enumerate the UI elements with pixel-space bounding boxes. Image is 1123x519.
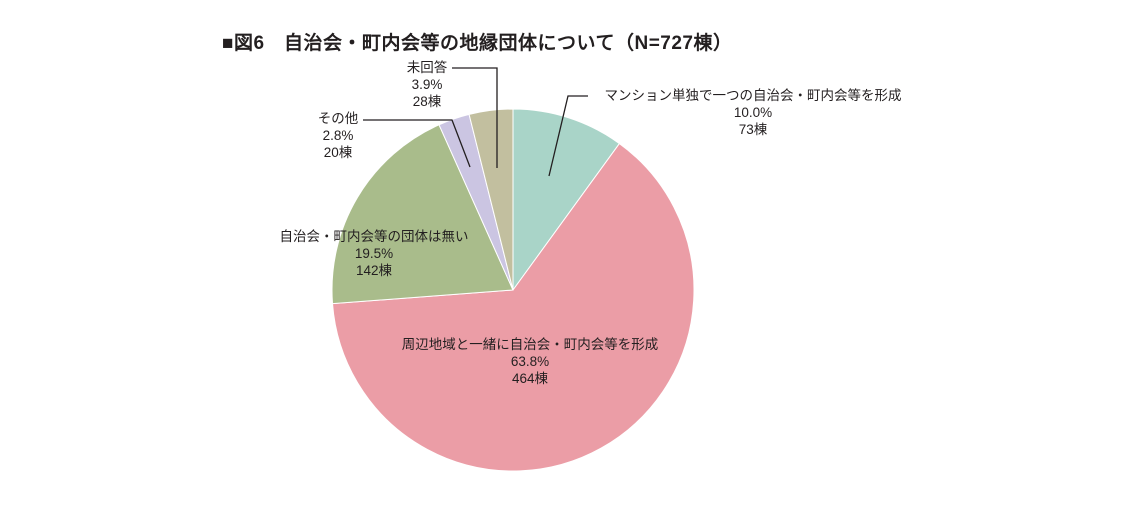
slice-label-count: 464棟	[511, 371, 549, 386]
slice-label-no-answer: 未回答 3.9% 28棟	[386, 59, 468, 110]
slice-label-text: マンション単独で一つの自治会・町内会等を形成	[604, 88, 902, 103]
slice-label-pct: 63.8%	[510, 354, 550, 369]
slice-label-text: 自治会・町内会等の団体は無い	[279, 229, 469, 244]
slice-label-pct: 2.8%	[322, 128, 354, 143]
slice-label-text: 周辺地域と一緒に自治会・町内会等を形成	[401, 337, 659, 352]
slice-label-other: その他 2.8% 20棟	[297, 110, 379, 161]
slice-label-count: 142棟	[355, 263, 393, 278]
slice-label-pct: 19.5%	[354, 246, 394, 261]
pie-slice-0	[512, 108, 621, 292]
slice-label-pct: 10.0%	[733, 105, 773, 120]
leader-line-single-mansion	[548, 95, 588, 177]
slice-label-no-association: 自治会・町内会等の団体は無い 19.5% 142棟	[273, 228, 475, 279]
leader-line-other	[363, 119, 471, 168]
slice-label-text: 未回答	[406, 60, 448, 75]
pie-slice-2	[331, 124, 514, 305]
slice-label-pct: 3.9%	[411, 77, 443, 92]
figure-title: ■図6 自治会・町内会等の地縁団体について（N=727棟）	[222, 33, 733, 54]
slice-label-single-mansion: マンション単独で一つの自治会・町内会等を形成 10.0% 73棟	[586, 87, 920, 138]
leader-line-no-answer	[452, 67, 498, 168]
pie-slice-4	[468, 108, 514, 291]
slice-label-count: 20棟	[323, 145, 353, 160]
leader-lines	[363, 67, 588, 177]
pie-slice-1	[331, 142, 695, 472]
slice-label-count: 73棟	[738, 122, 768, 137]
slice-label-count: 28棟	[412, 94, 442, 109]
slice-label-with-surrounding-area: 周辺地域と一緒に自治会・町内会等を形成 63.8% 464棟	[394, 336, 666, 387]
slice-label-text: その他	[317, 111, 359, 126]
pie-slices	[331, 108, 695, 472]
